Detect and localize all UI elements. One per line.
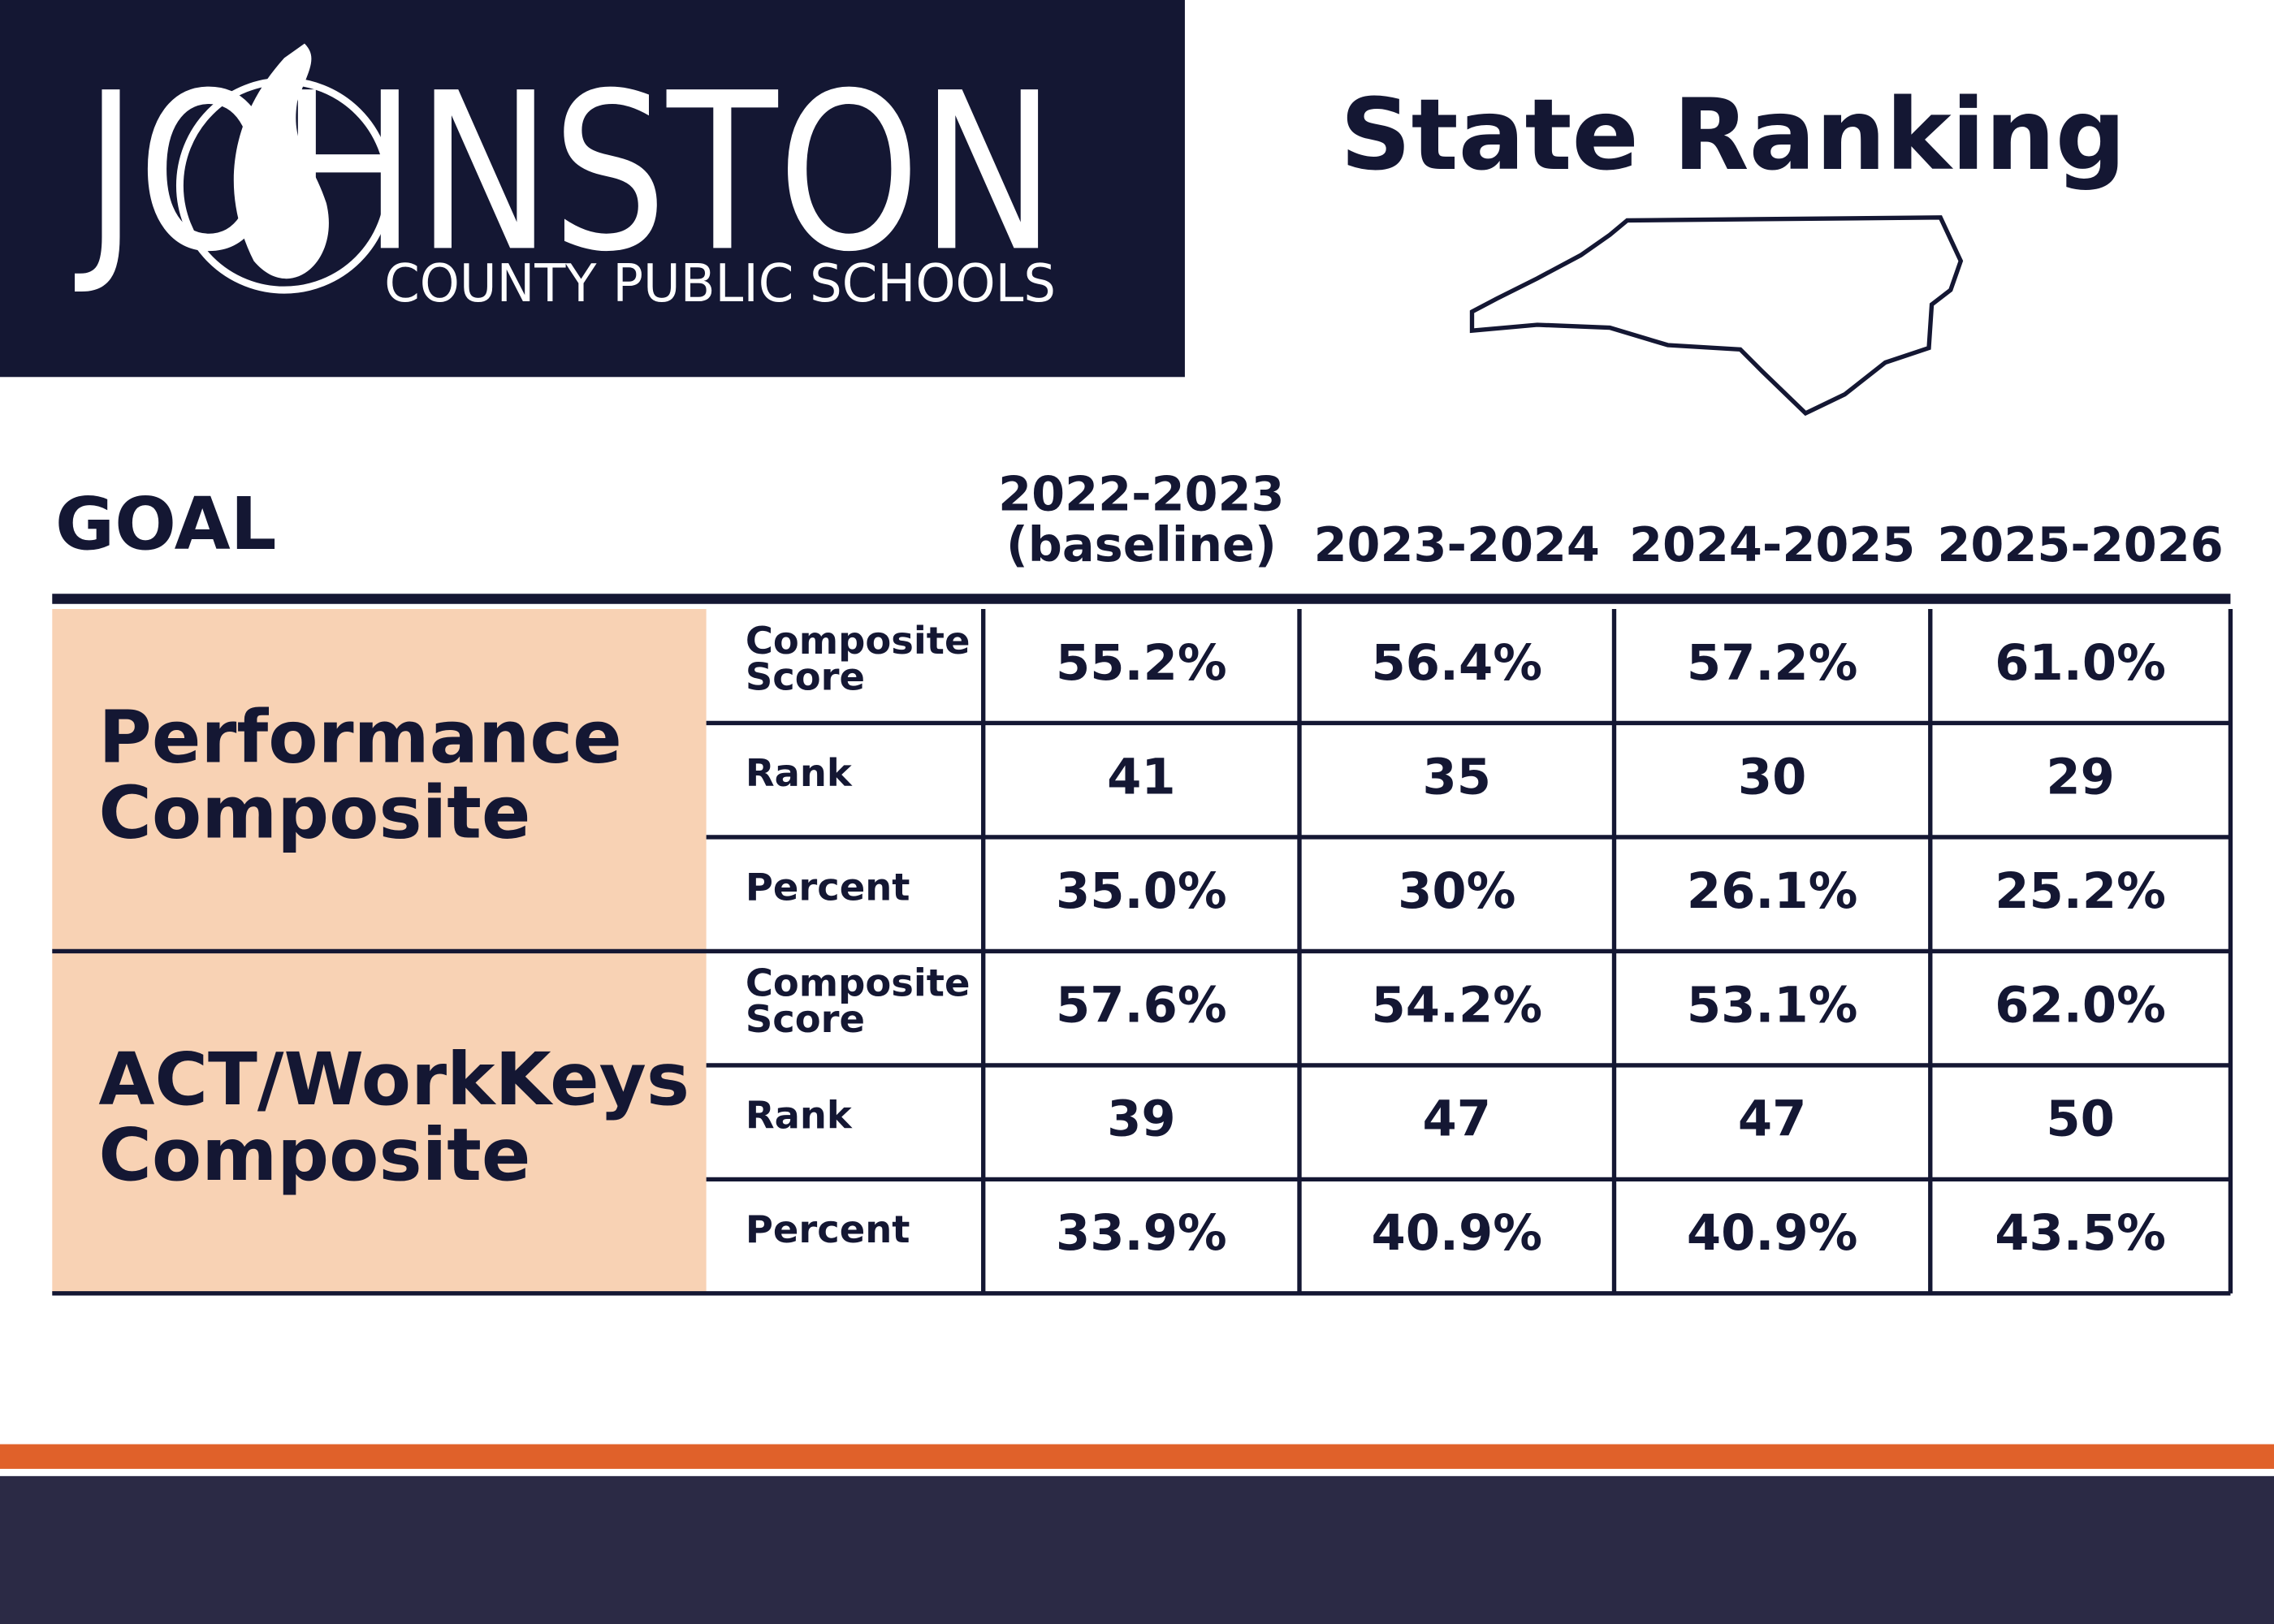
group-label: ACT/WorkKeys	[98, 1038, 690, 1122]
cell-value: 56.4%	[1371, 635, 1542, 692]
metric-label: Composite	[746, 619, 971, 663]
metric-label: Percent	[746, 1207, 910, 1251]
page-title: State Ranking	[1340, 77, 2126, 192]
group-label: Composite	[98, 771, 530, 856]
metric-label: Rank	[746, 1093, 853, 1137]
column-header: 2024-2025	[1629, 516, 1915, 572]
cell-value: 30%	[1398, 863, 1515, 920]
cell-value: 61.0%	[1995, 635, 2166, 692]
footer-stripe	[0, 1444, 2274, 1469]
cell-value: 54.2%	[1371, 977, 1542, 1034]
cell-value: 62.0%	[1995, 977, 2166, 1034]
group-label: Performance	[98, 696, 621, 780]
cell-value: 41	[1107, 749, 1175, 806]
logo-panel	[0, 0, 1185, 378]
metric-label: Percent	[746, 865, 910, 909]
column-header: 2025-2026	[1937, 516, 2223, 572]
cell-value: 57.6%	[1056, 977, 1227, 1034]
cell-value: 43.5%	[1995, 1205, 2166, 1262]
goal-header: GOAL	[55, 482, 277, 567]
cell-value: 39	[1107, 1091, 1175, 1148]
cell-value: 50	[2046, 1091, 2114, 1148]
cell-value: 55.2%	[1056, 635, 1227, 692]
metric-label: Rank	[746, 751, 853, 795]
cell-value: 25.2%	[1995, 863, 2166, 920]
cell-value: 40.9%	[1371, 1205, 1542, 1262]
cell-value: 47	[1738, 1091, 1806, 1148]
logo-flame	[233, 43, 329, 279]
cell-value: 26.1%	[1687, 863, 1858, 920]
footer-band	[0, 1475, 2274, 1624]
logo-name: JOHNSTON	[73, 46, 1056, 300]
cell-value: 29	[2046, 749, 2114, 806]
group-label: Composite	[98, 1113, 530, 1198]
cell-value: 33.9%	[1056, 1205, 1227, 1262]
logo-subtitle: COUNTY PUBLIC SCHOOLS	[384, 253, 1056, 314]
metric-label: Score	[746, 655, 865, 699]
column-header: 2022-2023	[998, 466, 1284, 522]
table: 2022-2023(baseline) 2023-2024 2024-2025 202…	[52, 466, 2233, 1296]
cell-value: 35	[1423, 749, 1491, 806]
cell-value: 40.9%	[1687, 1205, 1858, 1262]
metric-label: Score	[746, 997, 865, 1041]
metric-label: Composite	[746, 961, 971, 1004]
column-header: 2023-2024	[1314, 516, 1600, 572]
cell-value: 30	[1738, 749, 1806, 806]
cell-value: 57.2%	[1687, 635, 1858, 692]
cell-value: 35.0%	[1056, 863, 1227, 920]
nc-outline	[1469, 215, 1964, 417]
cell-value: 53.1%	[1687, 977, 1858, 1034]
column-header: (baseline)	[1006, 516, 1277, 572]
cell-value: 47	[1423, 1091, 1491, 1148]
